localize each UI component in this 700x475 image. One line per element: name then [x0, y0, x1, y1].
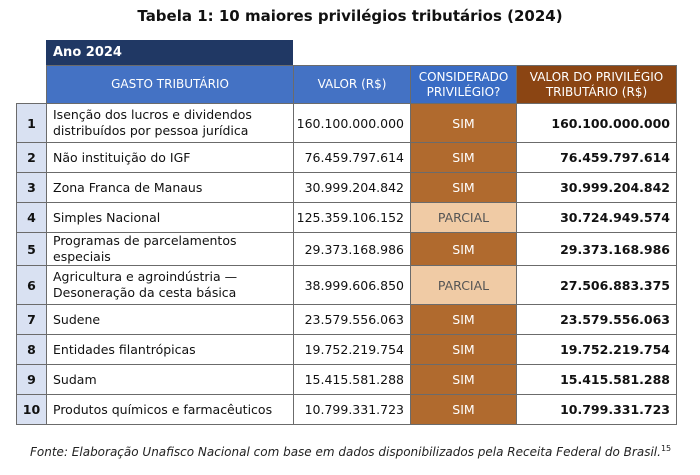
- row-gasto-line1: Sudene: [53, 311, 101, 327]
- year-label: Ano 2024: [46, 40, 293, 65]
- row-valor: 30.999.204.842: [293, 172, 411, 203]
- row-index: 8: [16, 334, 47, 365]
- row-gasto-line1: Zona Franca de Manaus: [53, 179, 203, 195]
- row-gasto-line1: Não instituição do IGF: [53, 149, 191, 165]
- row-flag: SIM: [410, 304, 517, 335]
- table-row: 7 Sudene 23.579.556.063 SIM 23.579.556.063: [16, 304, 677, 335]
- table-row: 1 Isenção dos lucros e dividendos distribu…: [16, 103, 677, 143]
- header-privilegio-line2: TRIBUTÁRIO (R$): [545, 84, 648, 99]
- row-gasto-line2: distribuídos por pessoa jurídica: [53, 123, 249, 138]
- tax-privileges-table: GASTO TRIBUTÁRIO VALOR (R$) CONSIDERADO …: [16, 65, 677, 425]
- header-valor: VALOR (R$): [293, 65, 411, 104]
- row-flag: SIM: [410, 364, 517, 395]
- row-gasto: Programas de parcelamentos especiais: [46, 232, 294, 266]
- table-title: Tabela 1: 10 maiores privilégios tributá…: [137, 7, 563, 25]
- row-privilegio: 30.999.204.842: [516, 172, 677, 203]
- row-valor: 29.373.168.986: [293, 232, 411, 266]
- row-valor: 160.100.000.000: [293, 103, 411, 143]
- row-gasto-line1: Agricultura e agroindústria —: [53, 269, 238, 284]
- row-flag: SIM: [410, 172, 517, 203]
- table-row: 3 Zona Franca de Manaus 30.999.204.842 SIM 3…: [16, 172, 677, 203]
- source-note: Fonte: Elaboração Unafisco Nacional com …: [30, 444, 671, 459]
- row-index: 3: [16, 172, 47, 203]
- header-gasto: GASTO TRIBUTÁRIO: [46, 65, 294, 104]
- row-privilegio: 19.752.219.754: [516, 334, 677, 365]
- row-gasto: Agricultura e agroindústria — Desoneração…: [46, 265, 294, 305]
- row-privilegio: 10.799.331.723: [516, 394, 677, 425]
- row-index: 10: [16, 394, 47, 425]
- row-flag: SIM: [410, 103, 517, 143]
- row-valor: 15.415.581.288: [293, 364, 411, 395]
- source-text: Fonte: Elaboração Unafisco Nacional com …: [30, 445, 661, 459]
- row-valor: 23.579.556.063: [293, 304, 411, 335]
- table-row: 9 Sudam 15.415.581.288 SIM 15.415.581.288: [16, 364, 677, 395]
- row-valor: 10.799.331.723: [293, 394, 411, 425]
- row-privilegio: 29.373.168.986: [516, 232, 677, 266]
- table-row: 6 Agricultura e agroindústria — Desoneraçã…: [16, 265, 677, 305]
- row-gasto-line1: Isenção dos lucros e dividendos: [53, 107, 252, 122]
- header-considerado-line1: CONSIDERADO: [418, 69, 509, 84]
- header-index: [16, 65, 47, 104]
- table-row: 10 Produtos químicos e farmacêuticos 10.79…: [16, 394, 677, 425]
- row-index: 2: [16, 142, 47, 173]
- row-privilegio: 27.506.883.375: [516, 265, 677, 305]
- row-flag: SIM: [410, 232, 517, 266]
- row-index: 1: [16, 103, 47, 143]
- row-gasto: Entidades filantrópicas: [46, 334, 294, 365]
- table-row: 8 Entidades filantrópicas 19.752.219.754 SI…: [16, 334, 677, 365]
- row-gasto-line1: Simples Nacional: [53, 209, 161, 225]
- row-valor: 19.752.219.754: [293, 334, 411, 365]
- row-index: 9: [16, 364, 47, 395]
- table-row: 4 Simples Nacional 125.359.106.152 PARCIAL 3…: [16, 202, 677, 233]
- header-considerado-line2: PRIVILÉGIO?: [426, 84, 501, 99]
- row-gasto: Sudene: [46, 304, 294, 335]
- row-valor: 125.359.106.152: [293, 202, 411, 233]
- row-index: 4: [16, 202, 47, 233]
- header-privilegio: VALOR DO PRIVILÉGIO TRIBUTÁRIO (R$): [516, 65, 677, 104]
- row-flag: SIM: [410, 394, 517, 425]
- row-privilegio: 23.579.556.063: [516, 304, 677, 335]
- row-gasto-line1: Sudam: [53, 371, 97, 387]
- row-gasto-line1: Programas de parcelamentos especiais: [53, 233, 237, 264]
- row-privilegio: 160.100.000.000: [516, 103, 677, 143]
- header-considerado: CONSIDERADO PRIVILÉGIO?: [410, 65, 517, 104]
- row-gasto: Sudam: [46, 364, 294, 395]
- table-row: 2 Não instituição do IGF 76.459.797.614 SIM…: [16, 142, 677, 173]
- row-index: 7: [16, 304, 47, 335]
- row-gasto-line1: Produtos químicos e farmacêuticos: [53, 401, 273, 417]
- header-row: GASTO TRIBUTÁRIO VALOR (R$) CONSIDERADO …: [16, 65, 677, 104]
- row-gasto: Produtos químicos e farmacêuticos: [46, 394, 294, 425]
- row-gasto-line1: Entidades filantrópicas: [53, 341, 196, 357]
- table-row: 5 Programas de parcelamentos especiais 29.…: [16, 232, 677, 266]
- source-footnote: 15: [660, 444, 672, 453]
- row-flag: PARCIAL: [410, 202, 517, 233]
- row-valor: 38.999.606.850: [293, 265, 411, 305]
- row-gasto: Simples Nacional: [46, 202, 294, 233]
- row-index: 5: [16, 232, 47, 266]
- row-gasto-line2: Desoneração da cesta básica: [53, 285, 237, 300]
- row-privilegio: 76.459.797.614: [516, 142, 677, 173]
- row-privilegio: 30.724.949.574: [516, 202, 677, 233]
- row-valor: 76.459.797.614: [293, 142, 411, 173]
- row-gasto: Zona Franca de Manaus: [46, 172, 294, 203]
- row-index: 6: [16, 265, 47, 305]
- row-privilegio: 15.415.581.288: [516, 364, 677, 395]
- row-gasto: Não instituição do IGF: [46, 142, 294, 173]
- row-flag: PARCIAL: [410, 265, 517, 305]
- header-privilegio-line1: VALOR DO PRIVILÉGIO: [529, 69, 664, 84]
- row-flag: SIM: [410, 334, 517, 365]
- row-flag: SIM: [410, 142, 517, 173]
- row-gasto: Isenção dos lucros e dividendos distribuí…: [46, 103, 294, 143]
